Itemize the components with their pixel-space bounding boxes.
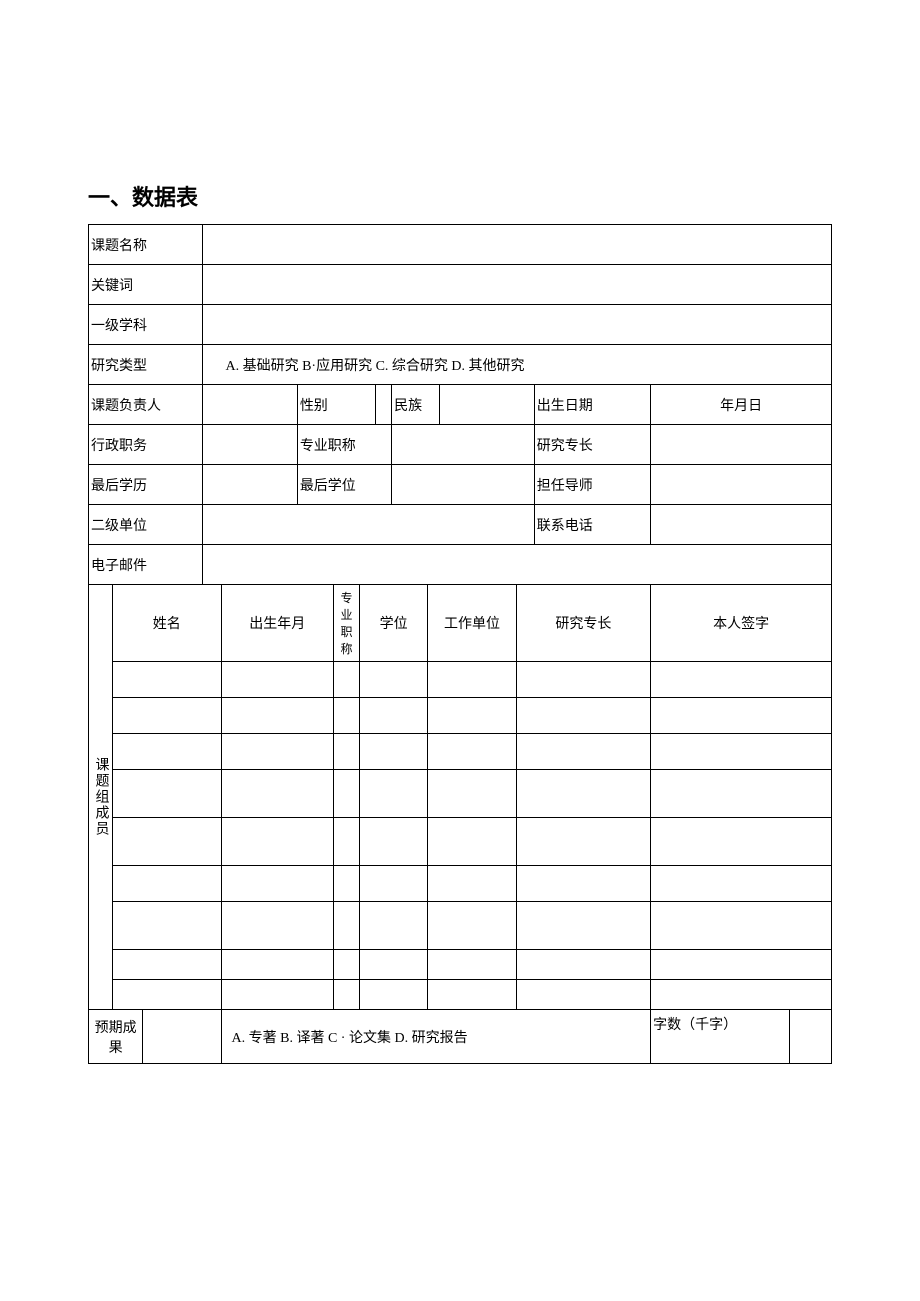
label-project-leader: 课题负责人 [89, 385, 203, 425]
table-row [89, 866, 832, 902]
table-row [89, 770, 832, 818]
table-row [89, 662, 832, 698]
label-research-specialty: 研究专长 [534, 425, 650, 465]
value-keywords [203, 265, 832, 305]
value-expected-output-options: A. 专著 B. 译著 C · 论文集 D. 研究报告 [221, 1010, 651, 1064]
label-gender: 性别 [297, 385, 375, 425]
page-title: 一、数据表 [88, 180, 832, 212]
value-admin-position [203, 425, 297, 465]
value-email [203, 545, 832, 585]
label-advisor: 担任导师 [534, 465, 650, 505]
th-birth-ym: 出生年月 [221, 585, 333, 662]
table-row [89, 734, 832, 770]
label-last-education: 最后学历 [89, 465, 203, 505]
value-word-count [789, 1010, 831, 1064]
label-last-degree: 最后学位 [297, 465, 391, 505]
label-admin-position: 行政职务 [89, 425, 203, 465]
value-birth-date: 年月日 [651, 385, 832, 425]
label-phone: 联系电话 [534, 505, 650, 545]
label-project-name: 课题名称 [89, 225, 203, 265]
th-degree: 学位 [360, 585, 428, 662]
th-specialty: 研究专长 [516, 585, 651, 662]
label-primary-discipline: 一级学科 [89, 305, 203, 345]
value-project-leader [203, 385, 297, 425]
label-expected-output: 预期成果 [89, 1010, 143, 1064]
table-row [89, 950, 832, 980]
value-expected-output-blank [143, 1010, 221, 1064]
data-table: 课题名称 关键词 一级学科 研究类型 A. 基础研究 B·应用研究 C. 综合研… [88, 224, 832, 1064]
label-prof-title: 专业职称 [297, 425, 391, 465]
value-advisor [651, 465, 832, 505]
th-prof-title: 专业职称 [333, 585, 359, 662]
value-research-type: A. 基础研究 B·应用研究 C. 综合研究 D. 其他研究 [203, 345, 832, 385]
label-keywords: 关键词 [89, 265, 203, 305]
th-signature: 本人签字 [651, 585, 832, 662]
value-project-name [203, 225, 832, 265]
label-research-type: 研究类型 [89, 345, 203, 385]
table-row [89, 980, 832, 1010]
table-row [89, 698, 832, 734]
value-last-degree [392, 465, 535, 505]
label-ethnicity: 民族 [392, 385, 440, 425]
value-prof-title [392, 425, 535, 465]
label-word-count: 字数（千字） [651, 1010, 790, 1064]
label-secondary-unit: 二级单位 [89, 505, 203, 545]
value-research-specialty [651, 425, 832, 465]
table-row [89, 902, 832, 950]
value-secondary-unit [203, 505, 534, 545]
th-name: 姓名 [113, 585, 221, 662]
th-work-unit: 工作单位 [428, 585, 516, 662]
value-primary-discipline [203, 305, 832, 345]
label-email: 电子邮件 [89, 545, 203, 585]
value-phone [651, 505, 832, 545]
label-birth-date: 出生日期 [534, 385, 650, 425]
value-gender [376, 385, 392, 425]
value-ethnicity [440, 385, 534, 425]
table-row [89, 818, 832, 866]
label-team-members: 课题组成员 [89, 585, 113, 1010]
value-last-education [203, 465, 297, 505]
